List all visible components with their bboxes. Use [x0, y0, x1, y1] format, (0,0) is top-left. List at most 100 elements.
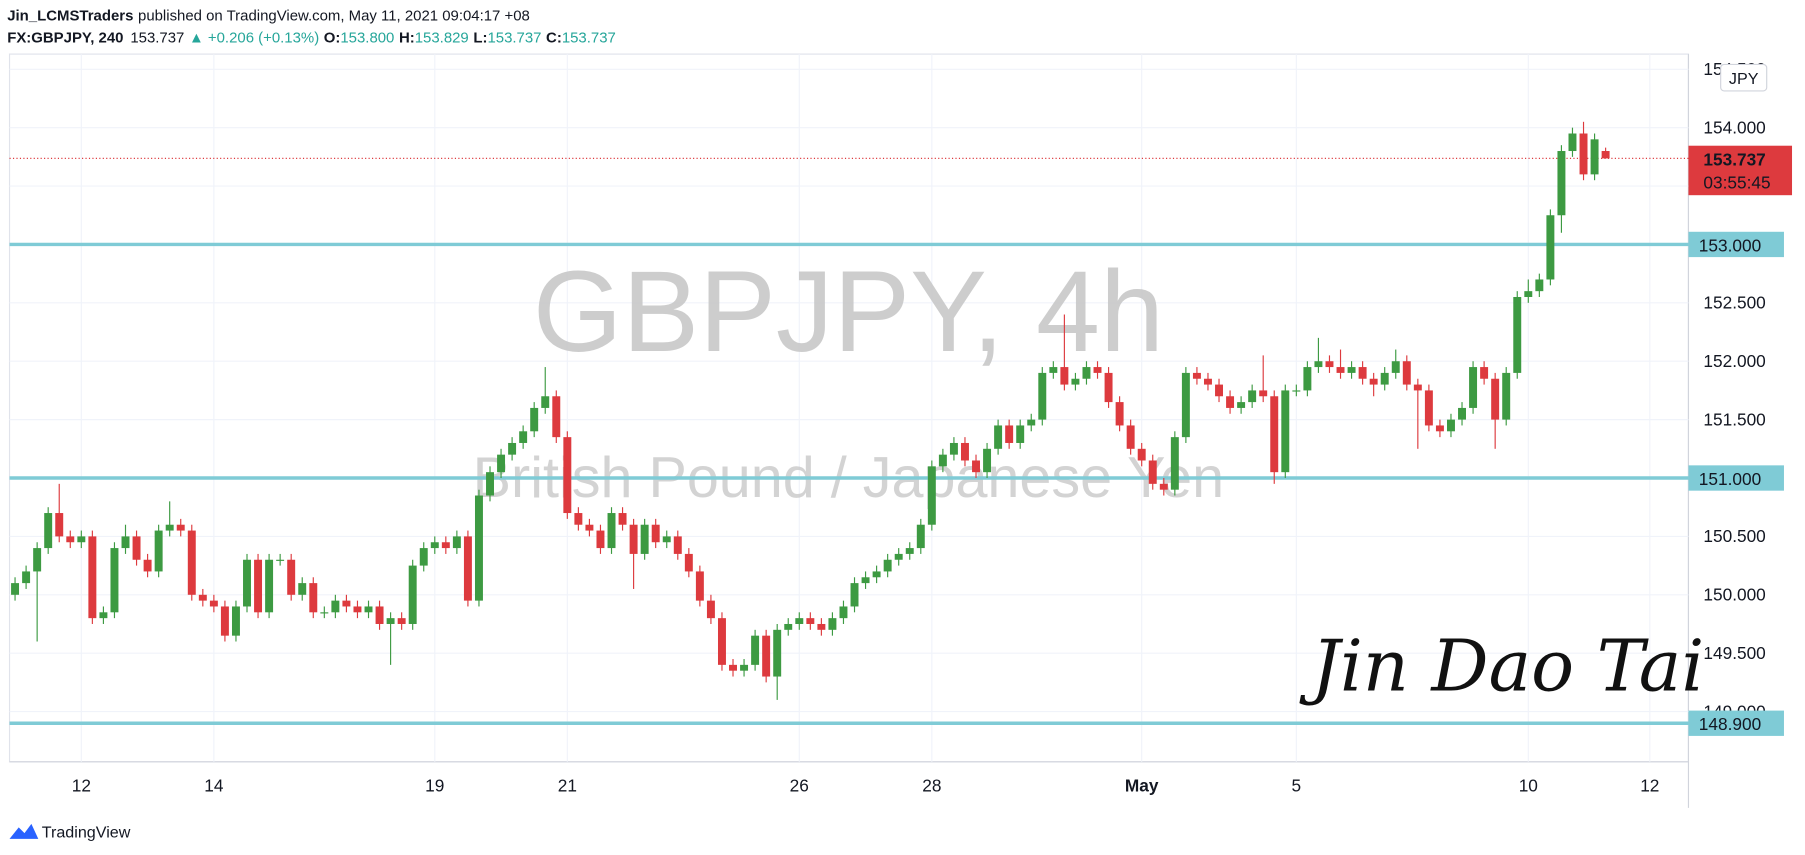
candle-body — [474, 495, 483, 601]
candle-body — [1446, 419, 1455, 432]
candle-body — [331, 600, 340, 613]
candles — [11, 121, 1610, 700]
signature: Jin Dao Tai — [1299, 624, 1704, 707]
candle-body — [198, 594, 207, 601]
candle-body — [342, 600, 351, 607]
ohlc-label: L: — [473, 30, 487, 47]
candle-body — [55, 513, 64, 537]
candle-body — [1402, 361, 1411, 385]
candle-body — [1325, 361, 1334, 368]
candle-body — [132, 536, 141, 560]
y-tick-label: 152.000 — [1703, 351, 1765, 371]
candle-body — [585, 524, 594, 531]
ohlc-label: C: — [546, 30, 562, 47]
candle-body — [850, 583, 859, 607]
candle-body — [1104, 372, 1113, 403]
candle-body — [1259, 390, 1268, 397]
candle-body — [231, 606, 240, 636]
candle-body — [1016, 425, 1025, 443]
candle-body — [861, 577, 870, 584]
candle-body — [33, 548, 42, 572]
level-label-box — [1688, 465, 1784, 491]
candle-body — [1336, 367, 1345, 373]
candle-body — [320, 612, 329, 614]
candle-body — [629, 524, 638, 554]
candle-body — [1458, 407, 1466, 420]
candle-body — [1502, 372, 1511, 420]
candle-body — [607, 513, 616, 549]
candle-body — [276, 559, 285, 561]
candle-body — [110, 548, 119, 613]
candle-body — [817, 623, 826, 630]
candle-body — [1435, 425, 1444, 432]
candle-body — [905, 548, 914, 554]
candle-body — [1469, 367, 1478, 408]
candle-body — [441, 542, 450, 549]
candle-body — [640, 524, 649, 554]
published: published on TradingView.com, May 11, 20… — [138, 8, 530, 25]
logo-icon — [9, 823, 39, 839]
candle-body — [1005, 425, 1014, 443]
y-tick-label: 151.500 — [1703, 409, 1765, 429]
candle-body — [508, 442, 517, 455]
candle-body — [1148, 460, 1157, 484]
candle-body — [717, 618, 726, 665]
publisher: Jin_LCMSTraders — [7, 8, 133, 25]
candle-body — [1557, 151, 1566, 216]
y-tick-label: 149.500 — [1703, 643, 1765, 663]
publish-line: Jin_LCMSTraders published on TradingView.… — [7, 8, 530, 25]
candle-body — [949, 442, 958, 455]
candle-body — [651, 524, 660, 543]
candle-body — [1369, 378, 1378, 385]
candle-body — [1203, 378, 1212, 385]
candle-body — [298, 583, 307, 595]
candle-body — [165, 524, 174, 531]
ohlc-label: O: — [324, 30, 341, 47]
ohlc-value: 153.737 — [487, 30, 541, 47]
y-tick-label: 152.500 — [1703, 293, 1765, 313]
candle-body — [430, 542, 439, 549]
candle-body — [695, 571, 704, 601]
candle-body — [1601, 151, 1610, 159]
candle-body — [552, 396, 561, 438]
x-tick-label: 14 — [204, 776, 224, 796]
candle-body — [740, 664, 749, 671]
candle-body — [1347, 367, 1356, 373]
candle-body — [1292, 390, 1301, 392]
candle-body — [1049, 367, 1058, 373]
candle-body — [220, 606, 229, 636]
y-tick-label: 154.000 — [1703, 117, 1765, 137]
candle-body — [309, 583, 318, 613]
candle-body — [44, 513, 53, 549]
candle-body — [22, 571, 31, 584]
candle-body — [1535, 279, 1544, 292]
change: ▲ +0.206 (+0.13%) — [189, 30, 319, 47]
symbol: FX:GBPJPY, 240 — [7, 30, 123, 47]
footer-brand: TradingView — [42, 824, 131, 842]
candle-body — [66, 536, 75, 543]
candle-body — [187, 530, 196, 595]
candle-body — [1281, 390, 1290, 473]
x-tick-label: 10 — [1519, 776, 1538, 796]
candle-body — [1248, 390, 1257, 403]
last: 153.737 — [130, 30, 184, 47]
levels — [9, 157, 1689, 725]
candle-body — [486, 472, 494, 496]
candle-body — [916, 524, 925, 549]
candle-body — [1590, 139, 1599, 175]
currency: JPY — [1729, 70, 1759, 88]
candle-body — [784, 623, 793, 630]
candle-body — [839, 606, 848, 619]
x-tick-label: 19 — [425, 776, 444, 796]
candle-body — [1159, 483, 1168, 490]
candle-body — [1215, 384, 1223, 397]
y-tick-label: 150.000 — [1703, 585, 1765, 605]
last-price-box — [1688, 145, 1793, 196]
candle-body — [1170, 437, 1179, 490]
ohlc-value: 153.737 — [562, 30, 616, 47]
candle-body — [1115, 402, 1124, 426]
x-tick-label: 12 — [72, 776, 91, 796]
candle-body — [806, 618, 815, 624]
candle-body — [684, 553, 693, 572]
